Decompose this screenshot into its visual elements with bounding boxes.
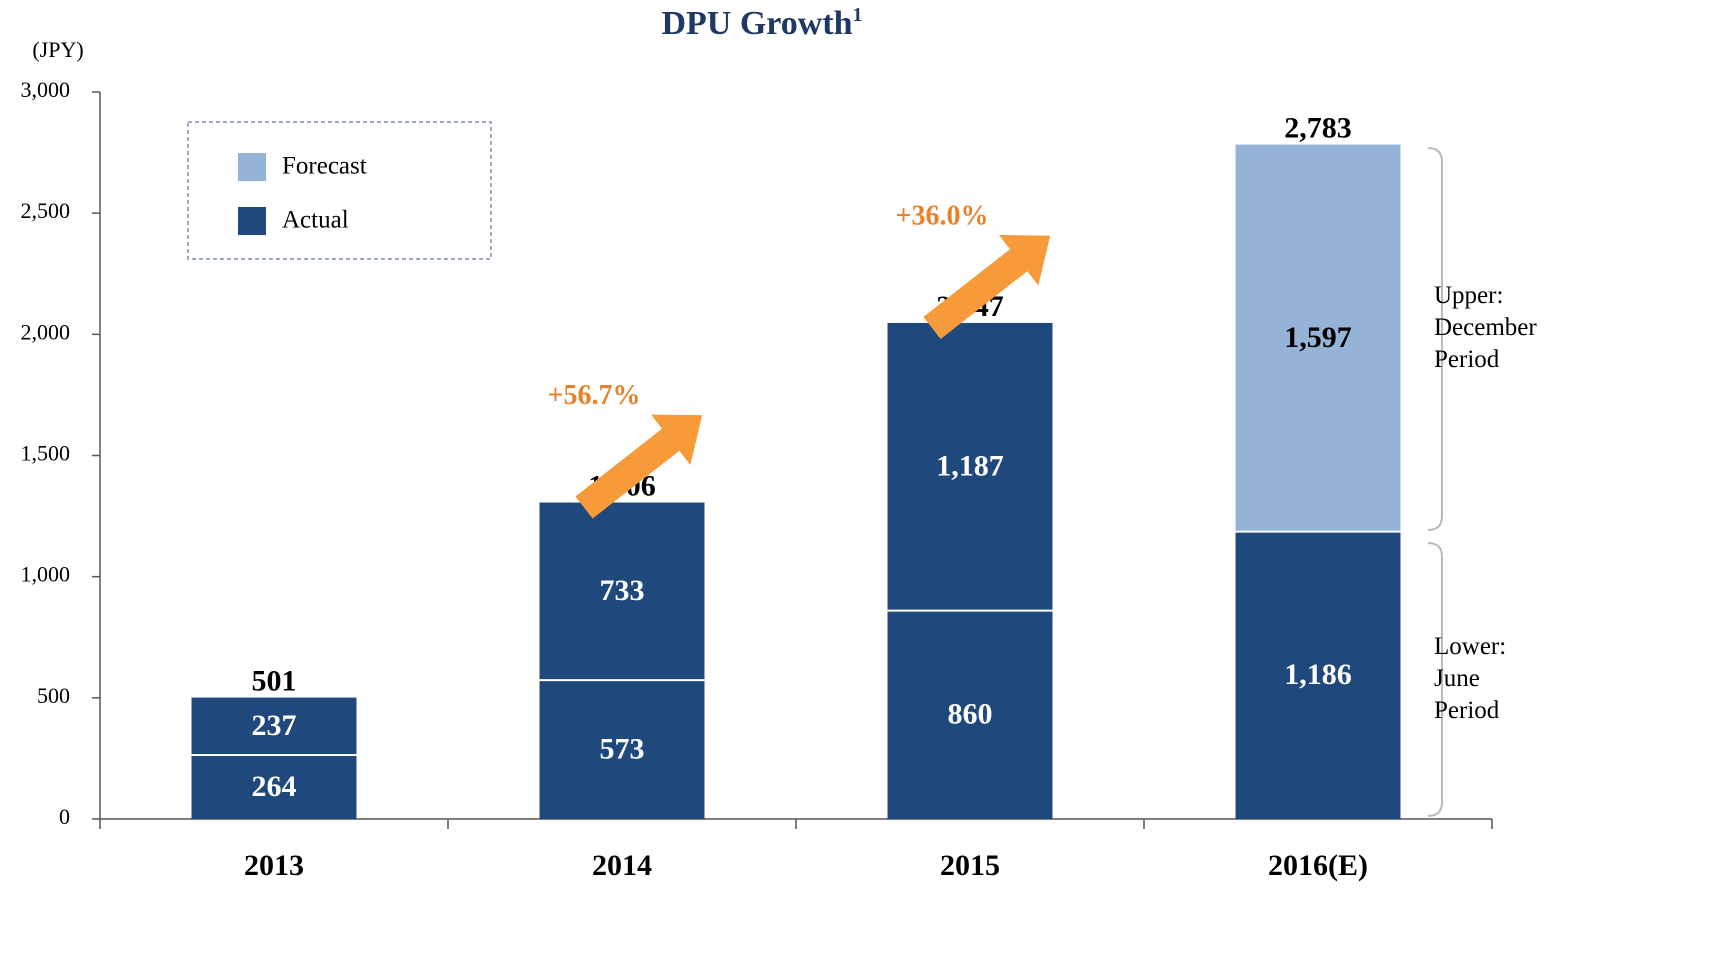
bar-segment <box>1235 144 1401 532</box>
segment-label: 237 <box>252 709 297 742</box>
chart-title: DPU Growth1 <box>661 4 862 42</box>
legend-label: Actual <box>282 207 349 234</box>
arrow-shape <box>575 414 703 519</box>
growth-label: +56.7% <box>548 380 641 411</box>
note-line: Period <box>1434 346 1500 373</box>
bar-segment <box>539 502 705 681</box>
bar-segment <box>1235 531 1401 819</box>
y-axis-label: (JPY) <box>32 37 83 62</box>
upper-bracket <box>1427 147 1443 531</box>
growth-arrow <box>575 414 703 519</box>
upper-note: Upper: December Period <box>1434 282 1537 373</box>
note-line: June <box>1434 665 1480 692</box>
x-tick-label: 2015 <box>940 849 1000 882</box>
note-line: December <box>1434 314 1537 341</box>
total-label: 501 <box>252 664 297 697</box>
segment-label: 1,186 <box>1284 658 1352 691</box>
lower-bracket <box>1427 542 1443 817</box>
growth-arrow <box>923 235 1051 339</box>
bar-segment <box>887 610 1053 819</box>
segment-label: 573 <box>600 732 645 765</box>
growth-label: +36.0% <box>896 200 989 231</box>
bar-segment <box>539 680 705 819</box>
legend-label: Forecast <box>282 153 367 180</box>
note-line: Lower: <box>1434 633 1506 660</box>
legend-box <box>187 121 492 260</box>
legend-swatch <box>238 207 266 235</box>
y-tick-label: 1,500 <box>21 441 71 466</box>
y-tick-label: 1,000 <box>21 562 71 587</box>
legend-swatch <box>238 153 266 181</box>
note-line: Period <box>1434 697 1500 724</box>
segment-label: 1,597 <box>1284 321 1352 354</box>
x-tick-label: 2014 <box>592 849 652 882</box>
y-tick-label: 2,500 <box>21 198 71 223</box>
segment-label: 733 <box>600 574 645 607</box>
lower-note: Lower: June Period <box>1434 633 1506 724</box>
segment-label: 1,187 <box>936 450 1004 483</box>
bar-segment <box>191 755 357 819</box>
note-line: Upper: <box>1434 282 1503 309</box>
arrow-shape <box>923 235 1051 339</box>
segment-label: 264 <box>252 770 297 803</box>
title-text: DPU Growth <box>661 5 852 42</box>
segment-label: 860 <box>948 698 993 731</box>
total-label: 2,783 <box>1284 111 1352 144</box>
x-tick-label: 2013 <box>244 849 304 882</box>
bar-segment <box>191 697 357 756</box>
y-tick-label: 3,000 <box>21 77 71 102</box>
y-tick-label: 500 <box>37 683 70 708</box>
bar-segment <box>887 322 1053 611</box>
x-tick-label: 2016(E) <box>1268 849 1368 882</box>
title-note: 1 <box>853 4 863 26</box>
y-tick-label: 0 <box>59 804 70 829</box>
y-tick-label: 2,000 <box>21 319 71 344</box>
